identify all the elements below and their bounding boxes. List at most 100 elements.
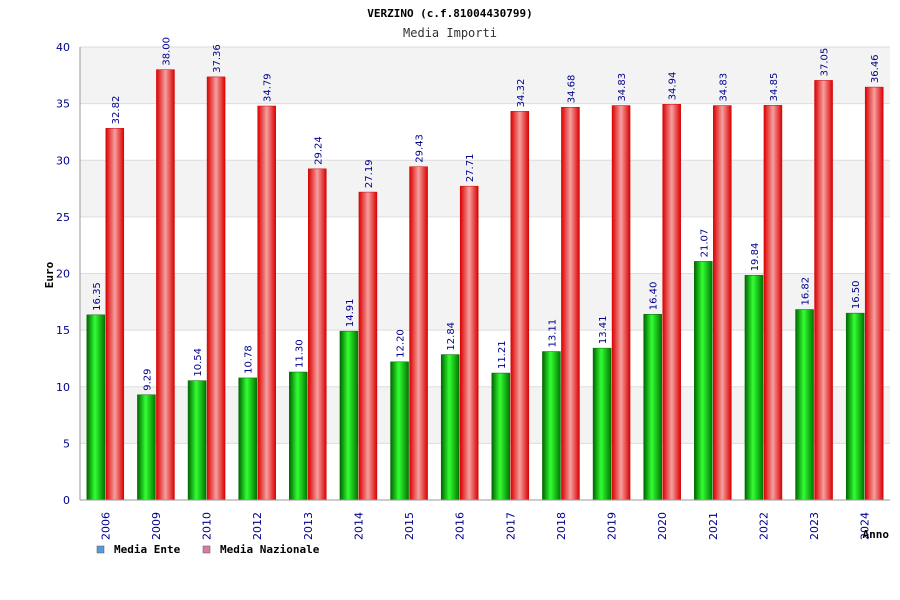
data-label: 29.24 [313,136,324,165]
data-label: 37.05 [820,48,831,77]
value-labels: 16.35 32.82 9.29 38.00 10.54 37.36 10.78 34.79 1… [92,37,881,391]
bar-media-nazionale-2013 [308,168,327,501]
bar-media-ente-2016 [440,354,460,501]
bar-media-ente-2017 [491,372,511,501]
data-label: 34.85 [769,73,780,102]
data-label: 34.79 [263,73,274,102]
data-label: 11.21 [497,340,508,369]
data-label: 19.84 [750,243,761,272]
x-axis-ticks: 2006 2009 2010 2012 2013 2014 2015 2016 2017 2018… [99,512,871,540]
data-label: 16.50 [851,280,862,309]
bar-media-ente-2010 [187,380,207,501]
legend: Media Ente Media Nazionale [96,543,320,556]
data-label: 12.20 [396,329,407,358]
y-tick-label: 10 [56,381,70,394]
y-tick-label: 15 [56,324,70,337]
y-tick-label: 40 [56,41,70,54]
x-tick-label: 2006 [99,512,112,540]
bar-media-ente-2012 [238,377,257,501]
legend-label-media-ente: Media Ente [114,543,181,556]
data-label: 27.71 [465,154,476,183]
x-tick-label: 2009 [150,512,163,540]
data-label: 34.83 [718,73,729,102]
legend-label-media-nazionale: Media Nazionale [220,543,320,556]
bar-media-nazionale-2021 [713,105,732,501]
data-label: 16.40 [649,282,660,311]
data-label: 34.94 [668,72,679,101]
x-axis-label: Anno [863,528,890,541]
bar-media-nazionale-2023 [814,80,833,501]
x-tick-label: 2024 [859,512,872,540]
x-tick-label: 2018 [555,512,568,540]
data-label: 34.68 [566,75,577,104]
bar-media-ente-2020 [643,314,662,501]
legend-swatch-media-ente [96,545,105,554]
x-tick-label: 2016 [454,512,467,540]
data-label: 13.41 [598,315,609,344]
x-tick-label: 2013 [302,512,315,540]
data-label: 9.29 [142,369,153,391]
bar-media-ente-2019 [592,347,612,501]
data-label: 38.00 [161,37,172,66]
data-label: 10.78 [244,345,255,374]
bar-media-nazionale-2006 [105,128,125,501]
bar-media-nazionale-2014 [358,191,378,501]
x-tick-label: 2017 [504,512,517,540]
bar-media-nazionale-2020 [662,104,681,501]
data-label: 37.36 [212,44,223,73]
y-tick-label: 25 [56,211,70,224]
x-tick-label: 2012 [251,512,264,540]
chart-subtitle: Media Importi [403,26,497,40]
data-label: 21.07 [699,229,710,258]
data-label: 27.19 [364,159,375,188]
bar-media-ente-2018 [542,351,561,501]
bar-media-ente-2006 [86,314,106,501]
y-axis-ticks: 0 5 10 15 20 25 30 35 40 [56,41,70,507]
y-tick-label: 0 [63,494,70,507]
chart-title: VERZINO (c.f.81004430799) [367,7,533,20]
bar-media-nazionale-2018 [561,106,580,501]
data-label: 34.83 [617,73,628,102]
x-tick-label: 2022 [757,512,770,540]
x-tick-label: 2019 [606,512,619,540]
data-label: 10.54 [193,348,204,377]
bar-media-ente-2013 [289,371,308,501]
x-tick-label: 2021 [707,512,720,540]
bar-media-nazionale-2019 [611,105,631,501]
bars [86,69,884,501]
legend-swatch-media-nazionale [202,545,211,554]
data-label: 11.30 [294,339,305,368]
x-tick-label: 2010 [201,512,214,540]
x-tick-label: 2015 [403,512,416,540]
bar-media-nazionale-2022 [763,105,783,501]
y-tick-label: 35 [56,98,70,111]
y-tick-label: 30 [56,154,70,167]
bar-media-ente-2022 [744,275,764,501]
x-tick-label: 2020 [656,512,669,540]
x-tick-label: 2023 [808,512,821,540]
data-label: 16.35 [92,282,103,311]
data-label: 32.82 [111,96,122,125]
bar-media-ente-2015 [390,361,409,501]
bar-media-nazionale-2009 [156,69,175,501]
data-label: 34.32 [516,79,527,108]
bar-media-nazionale-2012 [257,105,276,501]
data-label: 12.84 [446,322,457,351]
data-label: 36.46 [870,54,881,83]
bar-media-ente-2014 [339,330,359,501]
data-label: 14.91 [345,299,356,328]
bar-media-ente-2024 [845,312,865,501]
y-tick-label: 20 [56,268,70,281]
data-label: 29.43 [415,134,426,163]
data-label: 16.82 [801,277,812,306]
bar-media-ente-2021 [694,261,713,501]
y-axis-label: Euro [43,261,56,288]
data-label: 13.11 [547,319,558,348]
bar-media-nazionale-2017 [510,111,530,501]
bar-media-nazionale-2024 [864,86,884,501]
y-tick-label: 5 [63,437,70,450]
bar-media-ente-2009 [137,394,156,501]
bar-media-ente-2023 [795,309,814,501]
x-tick-label: 2014 [352,512,365,540]
